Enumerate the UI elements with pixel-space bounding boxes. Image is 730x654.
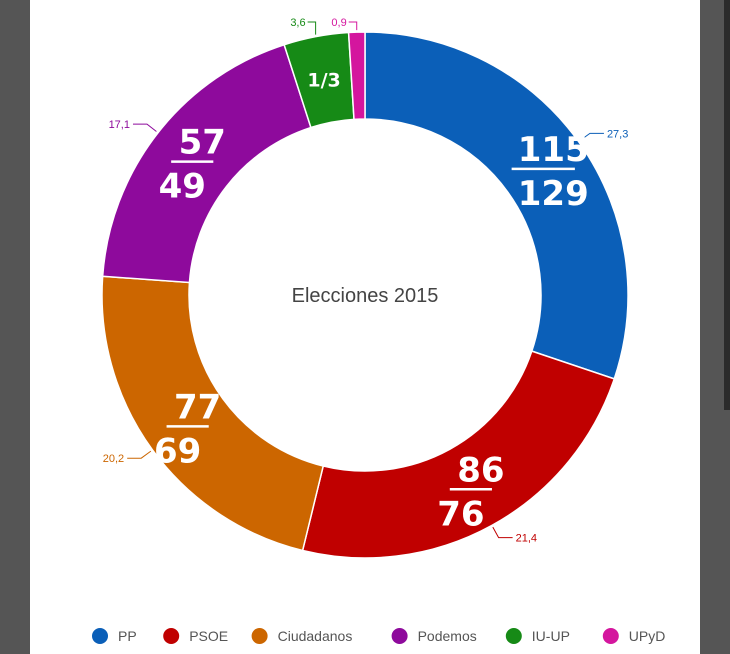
legend-label-pp[interactable]: PP (118, 628, 137, 644)
legend-label-iu-up[interactable]: IU-UP (532, 628, 570, 644)
leader-psoe (492, 526, 513, 539)
slice-ciudadanos (101, 275, 325, 552)
slice-psoe (301, 350, 616, 559)
legend-swatch-psoe[interactable] (163, 628, 180, 644)
slice-upyd (347, 31, 366, 121)
percent-labels: 27,3 21,4 20,2 17,1 3,6 0,9 (103, 17, 629, 545)
legend: PP PSOE Ciudadanos Podemos IU-UP UPyD (92, 628, 665, 644)
pct-label-iu-up: 3,6 (290, 17, 305, 29)
donut-slices (101, 31, 629, 559)
leader-podemos (132, 123, 157, 132)
legend-label-ciudadanos[interactable]: Ciudadanos (278, 628, 353, 644)
seats-top-ciudadanos: 77 (174, 387, 221, 427)
pct-label-upyd: 0,9 (331, 17, 346, 29)
seats-top-pp: 115 (518, 130, 589, 170)
legend-swatch-upyd[interactable] (602, 628, 619, 644)
legend-label-psoe[interactable]: PSOE (189, 628, 228, 644)
scrollbar[interactable] (724, 0, 730, 410)
seats-bottom-psoe: 76 (437, 494, 484, 534)
pct-label-pp: 27,3 (607, 128, 628, 140)
pct-label-ciudadanos: 20,2 (103, 453, 124, 465)
seats-bottom-podemos: 49 (159, 167, 206, 207)
seats-bottom-ciudadanos: 69 (154, 431, 201, 471)
pct-label-podemos: 17,1 (109, 119, 130, 131)
slice-pp (364, 31, 629, 380)
seats-top-psoe: 86 (457, 450, 504, 490)
leader-upyd (348, 21, 358, 31)
leader-ciudadanos (127, 450, 152, 459)
legend-label-podemos[interactable]: Podemos (418, 628, 477, 644)
legend-swatch-podemos[interactable] (391, 628, 408, 644)
leader-pp (579, 132, 604, 141)
seats-iu-up: 1/3 (307, 69, 340, 91)
leader-iu-up (307, 21, 317, 35)
slice-podemos (101, 43, 312, 284)
pct-label-psoe: 21,4 (516, 533, 537, 545)
legend-swatch-ciudadanos[interactable] (251, 628, 268, 644)
seats-top-podemos: 57 (179, 123, 226, 163)
legend-label-upyd[interactable]: UPyD (629, 628, 666, 644)
seats-bottom-pp: 129 (518, 174, 589, 214)
chart-title: Elecciones 2015 (292, 285, 439, 307)
legend-swatch-iu-up[interactable] (505, 628, 522, 644)
legend-swatch-pp[interactable] (92, 628, 108, 644)
